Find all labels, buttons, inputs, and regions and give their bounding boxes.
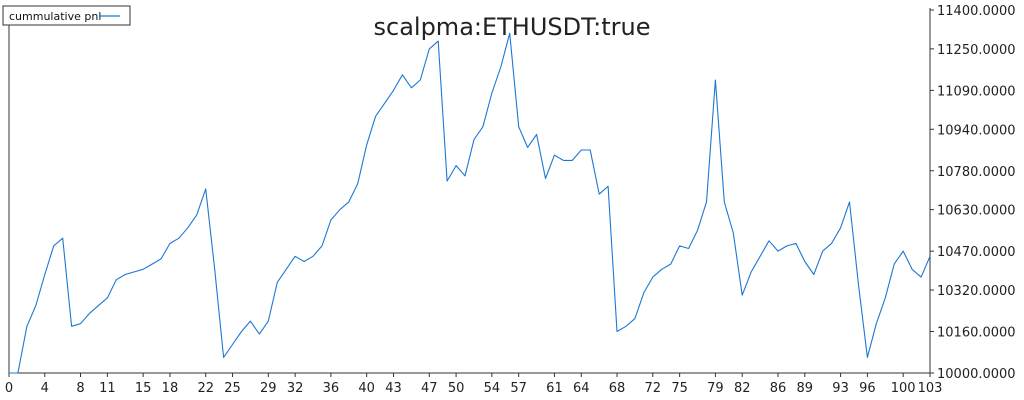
x-tick-label: 50 [448,381,465,396]
x-tick-label: 25 [224,381,241,396]
x-tick-label: 96 [859,381,876,396]
x-tick-label: 82 [734,381,751,396]
legend-label: cummulative pnl [9,10,101,23]
x-tick-label: 15 [135,381,152,396]
x-tick-label: 29 [260,381,277,396]
series-group [9,32,931,374]
y-tick-label: 10320.0000 [937,284,1016,299]
x-tick-label: 22 [197,381,214,396]
chart-title: scalpma:ETHUSDT:true [374,13,651,41]
y-tick-label: 11250.0000 [937,43,1016,58]
x-tick-label: 43 [385,381,402,396]
y-tick-label: 11090.0000 [937,84,1016,99]
x-axis-ticks: 0 4 8 11 15 18 22 25 29 32 36 40 43 47 50 54 57 61 64 68 72 7… [5,373,943,396]
x-tick-label: 40 [358,381,375,396]
x-tick-label: 57 [510,381,527,396]
axes [8,8,931,374]
x-tick-label: 8 [76,381,84,396]
x-tick-label: 54 [484,381,501,396]
y-tick-label: 11400.0000 [937,4,1016,19]
x-tick-label: 75 [671,381,688,396]
x-tick-label: 4 [41,381,49,396]
x-tick-label: 36 [323,381,340,396]
x-tick-label: 103 [918,381,943,396]
x-tick-label: 61 [546,381,563,396]
x-tick-label: 0 [5,381,13,396]
y-tick-label: 10940.0000 [937,123,1016,138]
x-tick-label: 32 [287,381,304,396]
x-tick-label: 11 [99,381,116,396]
y-tick-label: 10780.0000 [937,165,1016,180]
y-axis-ticks: 10000.0000 10160.0000 10320.0000 10470.0000… [930,4,1016,382]
x-tick-label: 89 [797,381,814,396]
x-tick-label: 86 [770,381,787,396]
x-tick-label: 79 [707,381,724,396]
x-tick-label: 47 [421,381,438,396]
x-tick-label: 72 [645,381,662,396]
y-tick-label: 10000.0000 [937,367,1016,382]
legend: cummulative pnl [2,5,131,26]
y-tick-label: 10160.0000 [937,326,1016,341]
x-tick-label: 100 [891,381,916,396]
y-tick-label: 10470.0000 [937,245,1016,260]
x-tick-label: 64 [573,381,590,396]
x-tick-label: 93 [832,381,849,396]
series-line-cummulative-pnl [9,32,931,374]
y-tick-label: 10630.0000 [937,204,1016,219]
x-tick-label: 68 [609,381,626,396]
x-tick-label: 18 [162,381,179,396]
legend-box [2,5,131,26]
